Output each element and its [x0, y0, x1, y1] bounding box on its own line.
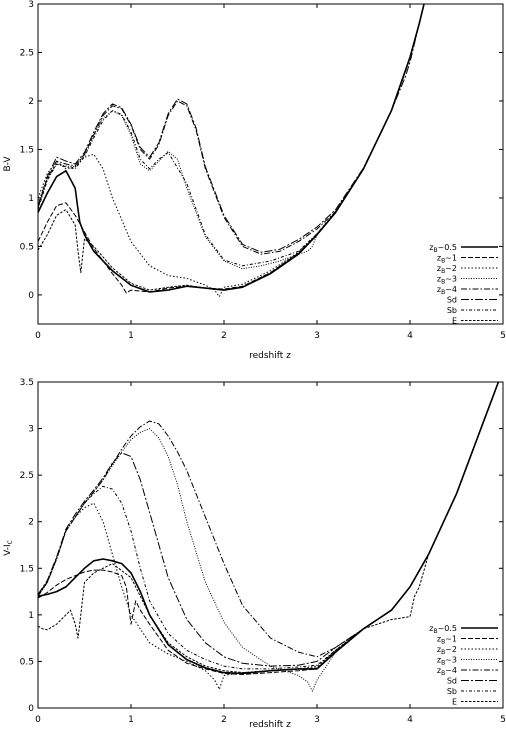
bottom-series-sb-line — [38, 382, 499, 670]
bottom-tick-layer: 0 1 2 3 4 5 0 0.5 1 1.5 2 2.5 3 3.5 — [20, 378, 506, 725]
bottom-series-zb-4-line — [38, 382, 499, 658]
bottom-x-tick-label: 1 — [128, 715, 134, 725]
top-y-tick-label: 0 — [28, 291, 34, 301]
top-series-layer — [38, 4, 425, 298]
bottom-y-tick-label: 1 — [28, 611, 34, 621]
bottom-legend-label-zb-1: zB~1 — [437, 635, 457, 646]
top-x-tick-label: 0 — [35, 331, 41, 341]
bottom-legend-label-zb-3: zB~3 — [437, 656, 457, 667]
bottom-plot-frame — [37, 381, 504, 709]
top-x-tick-label: 2 — [221, 331, 227, 341]
top-y-tick-label: 0.5 — [20, 242, 34, 252]
top-plot-frame — [37, 3, 504, 325]
top-series-sb-line — [38, 4, 425, 267]
bottom-x-tick-label: 0 — [35, 715, 41, 725]
bottom-series-layer — [38, 382, 500, 692]
top-series-zb-1-line — [38, 4, 425, 294]
bottom-series-zb-2-line — [38, 382, 499, 690]
bottom-legend-label-zb-0-5: zB~0.5 — [429, 624, 457, 635]
bottom-y-tick-label: 3.5 — [20, 378, 34, 388]
top-panel-b-v: 0 1 2 3 4 5 0 0.5 1 1.5 2 2.5 3 redshift z B-V zB~0.… — [3, 0, 506, 361]
bottom-y-tick-label: 2 — [28, 518, 34, 528]
bottom-series-zb-1-line — [38, 382, 499, 675]
bottom-x-tick-label: 4 — [407, 715, 413, 725]
top-legend-label-zb-2: zB~2 — [437, 264, 457, 275]
top-legend-label-zb-1: zB~1 — [437, 254, 457, 265]
top-x-axis-label: redshift z — [249, 351, 291, 361]
bottom-legend-label-zb-4: zB~4 — [437, 666, 457, 677]
bottom-legend-label-e: E — [452, 698, 457, 707]
top-tick-layer: 0 1 2 3 4 5 0 0.5 1 1.5 2 2.5 3 — [20, 0, 506, 341]
bottom-y-axis-label: V-IC — [3, 540, 14, 556]
bottom-y-tick-label: 0.5 — [20, 657, 34, 667]
top-y-tick-label: 2.5 — [20, 48, 34, 58]
bottom-legend-label-sd: Sd — [447, 677, 457, 686]
top-x-tick-label: 3 — [314, 331, 320, 341]
top-y-axis-label: B-V — [3, 156, 13, 172]
top-legend-label-sd: Sd — [447, 296, 457, 305]
bottom-series-sd-line — [38, 382, 499, 667]
bottom-x-tick-label: 2 — [221, 715, 227, 725]
top-series-zb-4-line — [38, 4, 425, 255]
bottom-y-tick-label: 2.5 — [20, 471, 34, 481]
bottom-series-e-line — [38, 382, 499, 674]
top-series-zb-3-line — [38, 4, 425, 270]
top-legend-label-sb: Sb — [447, 306, 457, 315]
top-legend-label-zb-0-5: zB~0.5 — [429, 243, 457, 254]
top-x-tick-label: 5 — [500, 331, 506, 341]
bottom-y-tick-label: 0 — [28, 704, 34, 714]
bottom-legend-label-zb-2: zB~2 — [437, 645, 457, 656]
bottom-y-axis-label-main: V-I — [3, 544, 13, 556]
bottom-legend-label-sb: Sb — [447, 687, 457, 696]
bottom-panel-v-ic: 0 1 2 3 4 5 0 0.5 1 1.5 2 2.5 3 3.5 redshift z V-IC z… — [3, 378, 506, 730]
top-x-tick-label: 4 — [407, 331, 413, 341]
bottom-x-tick-label: 5 — [500, 715, 506, 725]
bottom-y-tick-label: 1.5 — [20, 564, 34, 574]
top-y-tick-label: 2 — [28, 97, 34, 107]
bottom-x-tick-label: 3 — [314, 715, 320, 725]
top-y-tick-label: 1.5 — [20, 145, 34, 155]
bottom-y-tick-label: 3 — [28, 425, 34, 435]
top-legend-label-zb-3: zB~3 — [437, 275, 457, 286]
top-legend-label-zb-4: zB~4 — [437, 285, 457, 296]
top-legend-label-e: E — [452, 317, 457, 326]
top-series-e-line — [38, 4, 425, 291]
bottom-y-axis-label-sub: C — [7, 540, 14, 544]
top-series-sd-line — [38, 4, 425, 253]
top-y-tick-label: 3 — [28, 0, 34, 10]
bottom-x-axis-label: redshift z — [249, 720, 291, 730]
top-y-tick-label: 1 — [28, 194, 34, 204]
top-x-tick-label: 1 — [128, 331, 134, 341]
